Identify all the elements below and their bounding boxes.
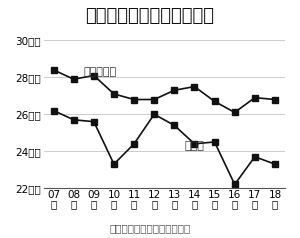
Text: 大阪市: 大阪市	[184, 141, 204, 151]
Text: 大都市は政令市と東京都区部: 大都市は政令市と東京都区部	[110, 223, 190, 233]
Text: 大都市平均: 大都市平均	[84, 67, 117, 77]
Text: 大阪市民の消費支出の推移: 大阪市民の消費支出の推移	[85, 7, 214, 25]
